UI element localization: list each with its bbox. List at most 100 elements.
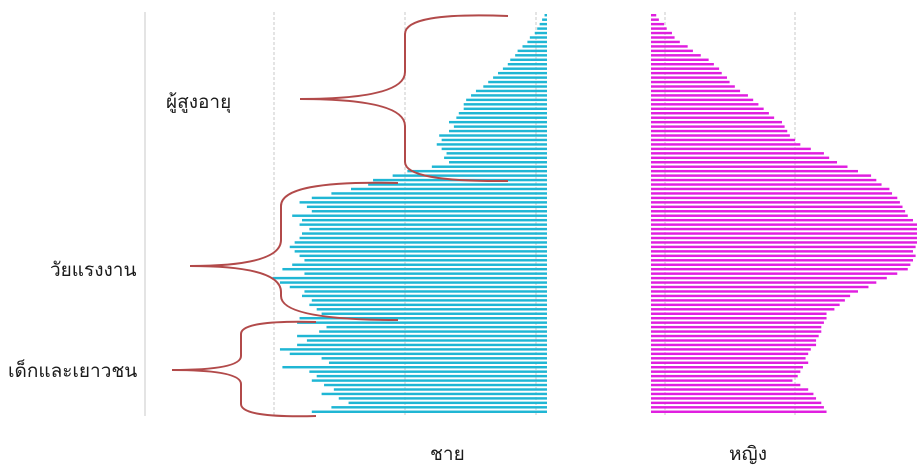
female-bar xyxy=(651,401,822,405)
female-bar xyxy=(651,245,916,249)
male-bar xyxy=(302,218,547,222)
male-bar xyxy=(311,299,547,302)
male-bar xyxy=(272,276,547,280)
female-bar xyxy=(651,281,877,284)
female-bar xyxy=(651,312,827,315)
male-bar xyxy=(502,67,547,70)
male-bar xyxy=(311,196,547,200)
male-bar xyxy=(297,343,547,347)
male-bar xyxy=(302,232,547,235)
female-bar xyxy=(651,58,709,62)
female-bar xyxy=(651,67,720,70)
male-bar xyxy=(436,143,547,146)
female-bar xyxy=(651,236,917,240)
female-bar xyxy=(651,143,801,146)
female-bar xyxy=(651,205,903,209)
female-bar xyxy=(651,232,917,235)
female-bar xyxy=(651,156,830,160)
male-bar xyxy=(289,285,547,289)
female-bar xyxy=(651,174,872,177)
male-bar xyxy=(498,71,547,75)
age-brackets xyxy=(171,14,509,418)
male-bar xyxy=(517,49,547,53)
male-bar xyxy=(534,31,547,35)
male-bar xyxy=(522,45,547,48)
male-bar xyxy=(475,89,547,93)
male-bar xyxy=(299,254,547,258)
male-bar xyxy=(282,365,547,369)
female-bar xyxy=(651,76,727,79)
female-bar xyxy=(651,339,817,342)
male-bar xyxy=(466,98,547,102)
female-bar xyxy=(651,134,790,137)
female-bar xyxy=(651,192,893,195)
female-bar xyxy=(651,27,667,30)
female-bar xyxy=(651,183,882,186)
female-bar xyxy=(651,116,775,119)
male-bar xyxy=(302,294,547,298)
male-bar xyxy=(309,227,547,231)
male-bar xyxy=(449,129,547,133)
male-bar xyxy=(456,116,547,119)
male-bar xyxy=(297,321,547,324)
female-bar xyxy=(651,392,814,396)
female-bar xyxy=(651,267,908,271)
male-bar xyxy=(444,156,547,160)
male-bar xyxy=(471,94,547,97)
male-bar xyxy=(309,370,547,373)
male-bar xyxy=(294,250,547,253)
male-bar xyxy=(463,107,547,111)
male-bar xyxy=(351,187,547,191)
female-bar xyxy=(651,54,701,57)
male-bar xyxy=(279,348,547,351)
female-bar xyxy=(651,36,675,39)
female-bar xyxy=(651,152,824,155)
male-bar xyxy=(299,316,547,320)
female-bar xyxy=(651,406,824,409)
female-bar xyxy=(651,388,809,391)
female-bar xyxy=(651,98,754,102)
female-bar xyxy=(651,374,798,378)
male-bar xyxy=(458,112,547,115)
female-bar xyxy=(651,63,714,66)
male-bar xyxy=(311,410,547,413)
male-bar xyxy=(439,134,547,137)
female-bar xyxy=(651,138,796,142)
female-bar xyxy=(651,120,782,124)
female-bar xyxy=(651,89,741,93)
bracket-working xyxy=(189,181,399,321)
female-bar xyxy=(651,112,769,115)
female-series xyxy=(651,14,917,413)
male-series xyxy=(272,14,547,413)
male-bar xyxy=(338,397,547,400)
female-bar xyxy=(651,85,735,88)
male-bar xyxy=(292,214,547,217)
male-bar xyxy=(316,308,547,311)
female-bar xyxy=(651,308,835,311)
female-bar xyxy=(651,22,665,26)
label-youth: เด็กและเยาวชน xyxy=(8,358,137,382)
male-bar xyxy=(319,330,547,333)
female-bar xyxy=(651,272,898,275)
female-bar xyxy=(651,214,908,217)
female-bar xyxy=(651,370,801,373)
female-bar xyxy=(651,40,680,44)
male-bar xyxy=(297,334,547,338)
female-bar xyxy=(651,299,845,302)
male-bar xyxy=(279,281,547,284)
male-bar xyxy=(299,223,547,226)
male-bar xyxy=(306,339,547,342)
male-bar xyxy=(306,205,547,209)
male-bar xyxy=(294,241,547,244)
male-bar xyxy=(331,192,547,195)
female-bar xyxy=(651,250,913,253)
female-bar xyxy=(651,31,672,35)
female-bar xyxy=(651,397,817,400)
female-bar xyxy=(651,80,730,84)
male-bar xyxy=(311,210,547,213)
female-bar xyxy=(651,294,851,298)
male-bar xyxy=(539,22,547,26)
male-bar xyxy=(542,18,547,21)
male-bar xyxy=(311,379,547,382)
female-bar xyxy=(651,103,759,106)
